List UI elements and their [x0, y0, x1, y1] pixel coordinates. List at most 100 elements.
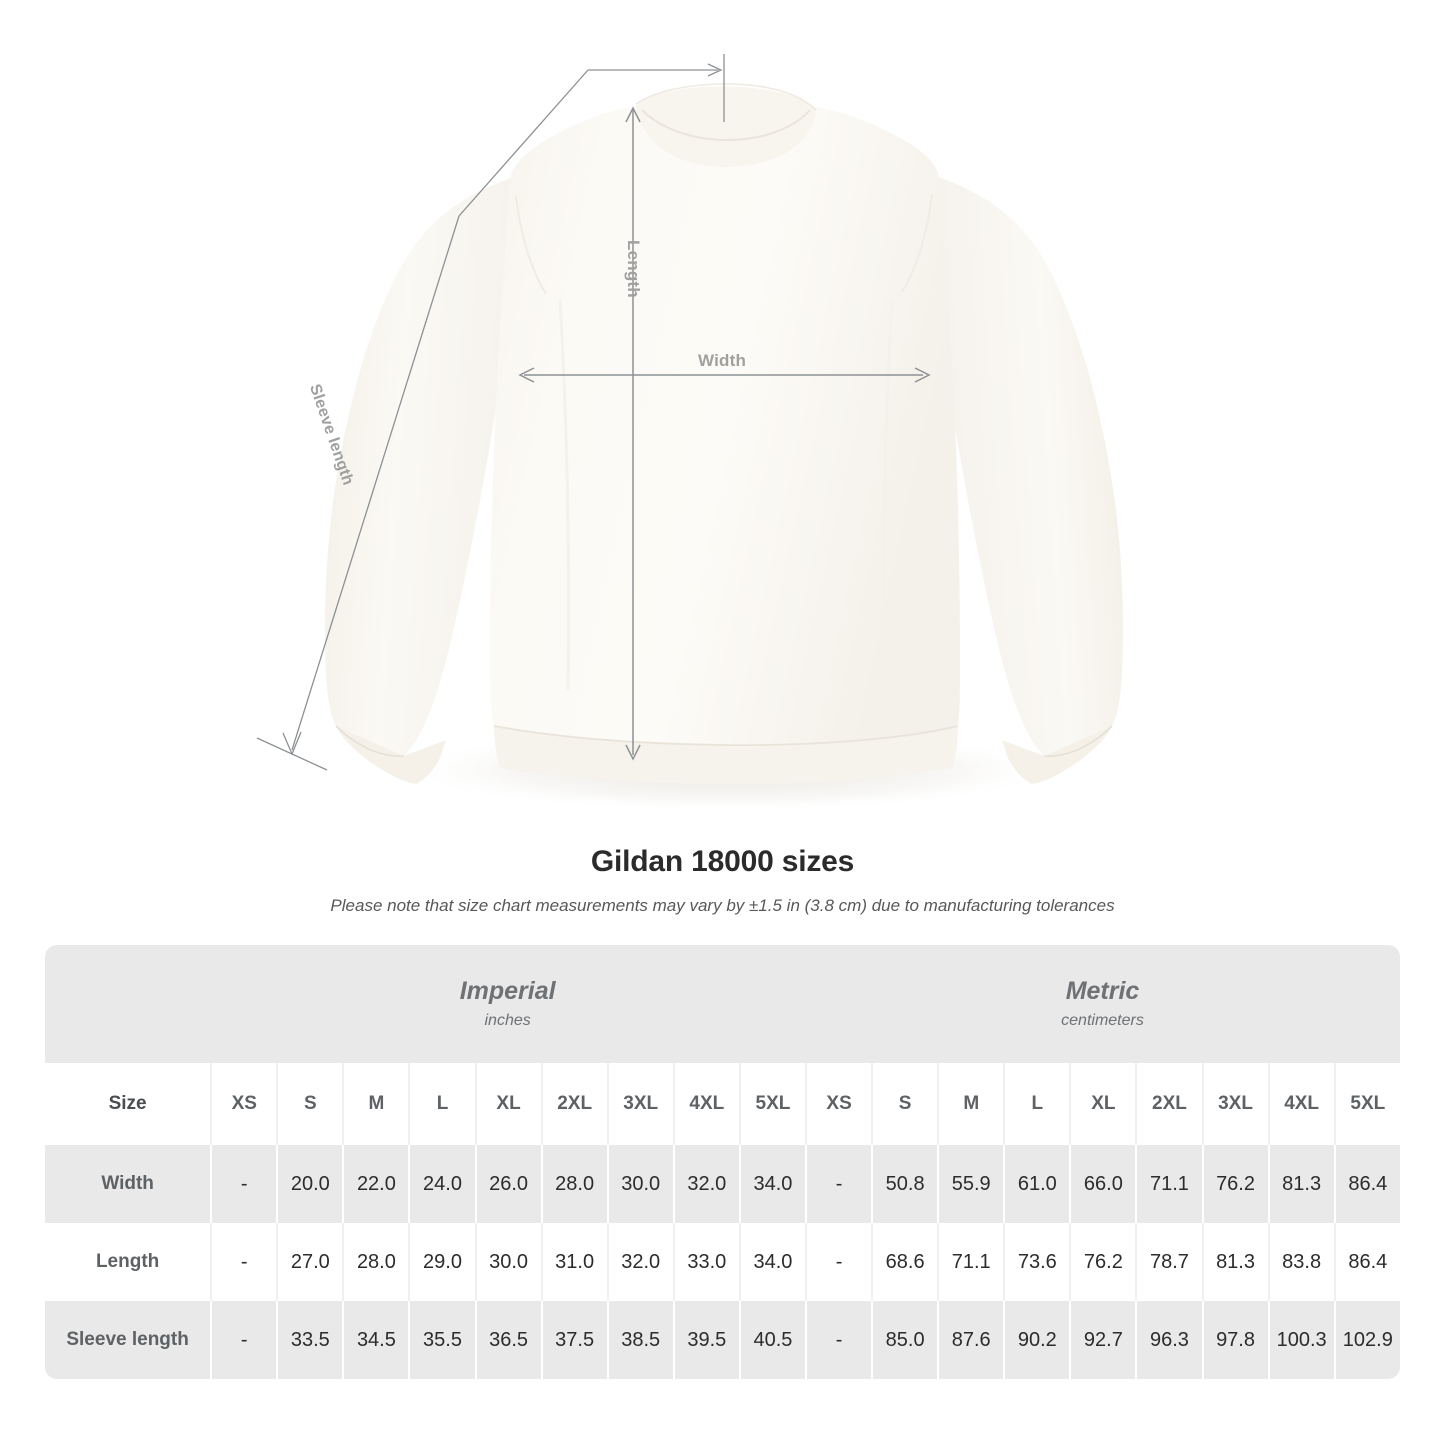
- size-chart-table: Imperial inches Metric centimeters Size …: [45, 945, 1400, 1379]
- table-cell: 34.0: [738, 1223, 806, 1301]
- table-cell: 24.0: [408, 1145, 475, 1223]
- neck-ribbing: [636, 86, 816, 168]
- table-cell: 33.5: [276, 1301, 343, 1379]
- table-cell: 86.4: [1333, 1145, 1400, 1223]
- page-title: Gildan 18000 sizes: [590, 845, 855, 878]
- table-cell: 33.0: [672, 1223, 739, 1301]
- table-cell: 50.8: [871, 1145, 938, 1223]
- size-header-cell: 2XL: [1135, 1063, 1202, 1145]
- table-cell: 30.0: [606, 1145, 673, 1223]
- sweatshirt-diagram: [256, 54, 1123, 812]
- waist-ribbing: [494, 726, 958, 785]
- sleeve-shoulder-segment: [458, 69, 589, 217]
- table-cell: 34.0: [738, 1145, 806, 1223]
- size-header-cell: 5XL: [1333, 1063, 1400, 1145]
- table-cell: -: [805, 1301, 872, 1379]
- table-cell: 71.1: [1135, 1145, 1202, 1223]
- table-cell: 66.0: [1069, 1145, 1136, 1223]
- table-cell: 81.3: [1267, 1145, 1334, 1223]
- sleeve-bottom-tick: [256, 737, 328, 771]
- size-header-cell: M: [342, 1063, 409, 1145]
- table-cell: 36.5: [474, 1301, 541, 1379]
- length-arrow-bottom: [625, 744, 641, 761]
- size-header-cell: 2XL: [540, 1063, 607, 1145]
- table-row: Sleeve length -33.5 34.5 35.5 36.5 37.5 38.5 39…: [45, 1301, 1400, 1379]
- table-cell: 102.9: [1333, 1301, 1400, 1379]
- size-header-label: Size: [45, 1063, 211, 1145]
- table-cell: 76.2: [1201, 1145, 1268, 1223]
- neck-outer-line: [635, 83, 817, 111]
- table-row: Width -20.0 22.0 24.0 26.0 28.0 30.0 32.0 34.0-5…: [45, 1145, 1400, 1223]
- sweatshirt-body: [490, 106, 960, 745]
- table-cell: 81.3: [1201, 1223, 1268, 1301]
- size-header-cell: 3XL: [1201, 1063, 1268, 1145]
- table-cell: -: [210, 1301, 277, 1379]
- table-cell: -: [805, 1145, 872, 1223]
- row-label: Width: [45, 1145, 211, 1223]
- size-chart-table-wrapper: Imperial inches Metric centimeters Size …: [45, 945, 1400, 1379]
- neck-inner-line: [641, 109, 811, 142]
- row-label: Sleeve length: [45, 1301, 211, 1379]
- size-header-cell: S: [276, 1063, 343, 1145]
- table-cell: 85.0: [871, 1301, 938, 1379]
- sleeve-long-segment: [291, 215, 460, 751]
- length-label: Length: [624, 240, 643, 298]
- unit-group-imperial-sub: inches: [484, 1012, 531, 1030]
- row-label: Length: [45, 1223, 211, 1301]
- unit-group-metric-name: Metric: [1065, 976, 1140, 1005]
- size-header-cell: L: [408, 1063, 475, 1145]
- table-cell: 32.0: [606, 1223, 673, 1301]
- waist-seam: [493, 725, 959, 747]
- width-arrow-right: [914, 367, 931, 383]
- table-cell: 76.2: [1069, 1223, 1136, 1301]
- size-header-cell: XS: [805, 1063, 872, 1145]
- table-cell: 35.5: [408, 1301, 475, 1379]
- table-cell: 40.5: [738, 1301, 806, 1379]
- size-header-cell: 5XL: [738, 1063, 806, 1145]
- size-header-cell: L: [1003, 1063, 1070, 1145]
- width-arrow-left: [518, 367, 535, 383]
- left-shoulder-seam: [515, 195, 547, 295]
- unit-group-row: Imperial inches Metric centimeters: [45, 945, 1400, 1063]
- table-cell: 55.9: [937, 1145, 1004, 1223]
- table-cell: 92.7: [1069, 1301, 1136, 1379]
- unit-group-metric-sub: centimeters: [1061, 1012, 1144, 1030]
- size-header-cell: S: [871, 1063, 938, 1145]
- size-header-cell: 4XL: [672, 1063, 739, 1145]
- table-cell: 38.5: [606, 1301, 673, 1379]
- table-cell: 87.6: [937, 1301, 1004, 1379]
- table-cell: 96.3: [1135, 1301, 1202, 1379]
- size-header-cell: 3XL: [606, 1063, 673, 1145]
- right-sleeve: [931, 176, 1123, 756]
- table-cell: 39.5: [672, 1301, 739, 1379]
- table-cell: 78.7: [1135, 1223, 1202, 1301]
- table-cell: 37.5: [540, 1301, 607, 1379]
- table-cell: 32.0: [672, 1145, 739, 1223]
- size-header-row: Size XS S M L XL 2XL 3XL 4XL 5XL XS S M L XL 2XL 3XL 4XL…: [45, 1063, 1400, 1145]
- garment-illustration: Length Width Sleeve length: [256, 54, 1123, 812]
- table-cell: 71.1: [937, 1223, 1004, 1301]
- width-label: Width: [698, 351, 747, 370]
- title-block: Gildan 18000 sizes Please note that size…: [0, 845, 1445, 916]
- fold-left: [558, 299, 571, 691]
- table-row: Length -27.0 28.0 29.0 30.0 31.0 32.0 33.0 34.0-…: [45, 1223, 1400, 1301]
- table-cell: 68.6: [871, 1223, 938, 1301]
- table-cell: 73.6: [1003, 1223, 1070, 1301]
- table-cell: 34.5: [342, 1301, 409, 1379]
- size-header-cell: XS: [210, 1063, 277, 1145]
- table-cell: 22.0: [342, 1145, 409, 1223]
- table-cell: 61.0: [1003, 1145, 1070, 1223]
- tolerance-note: Please note that size chart measurements…: [330, 896, 1115, 915]
- table-cell: 97.8: [1201, 1301, 1268, 1379]
- table-cell: -: [210, 1223, 277, 1301]
- size-header-cell: XL: [474, 1063, 541, 1145]
- table-cell: 28.0: [540, 1145, 607, 1223]
- table-cell: 20.0: [276, 1145, 343, 1223]
- table-cell: 26.0: [474, 1145, 541, 1223]
- table-cell: 83.8: [1267, 1223, 1334, 1301]
- table-cell: 28.0: [342, 1223, 409, 1301]
- unit-group-imperial-name: Imperial: [459, 976, 556, 1005]
- table-cell: 86.4: [1333, 1223, 1400, 1301]
- table-cell: 29.0: [408, 1223, 475, 1301]
- right-shoulder-seam: [901, 193, 933, 293]
